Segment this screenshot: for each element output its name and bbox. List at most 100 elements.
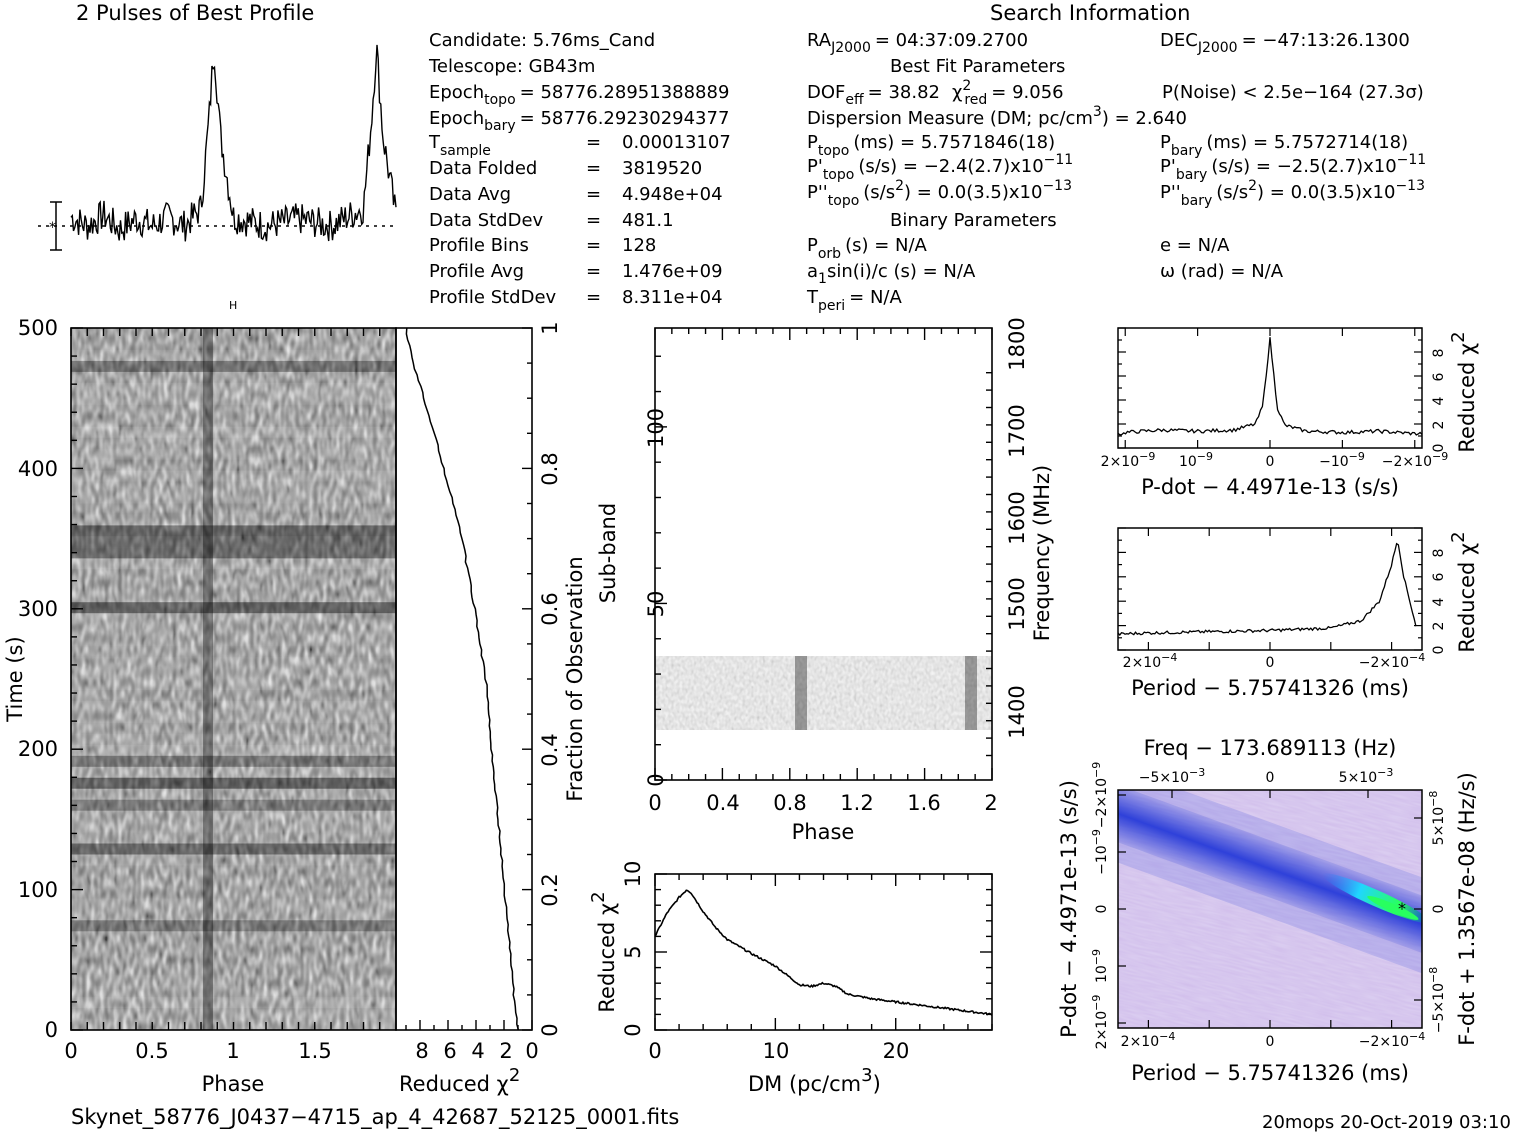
time-phase-row xyxy=(71,876,396,887)
svg-text:a1sin(i)/c (s) = N/A: a1sin(i)/c (s) = N/A xyxy=(807,261,976,287)
telescope-line: Telescope: GB43m xyxy=(428,56,595,77)
time-phase-row xyxy=(71,580,396,591)
y-tick-label: 50 xyxy=(644,591,668,618)
dm-line-b: ) = 2.640 xyxy=(1102,108,1187,129)
time-phase-row xyxy=(71,602,396,614)
x-tick-label: 0 xyxy=(64,1039,77,1063)
time-phase-row xyxy=(71,843,396,855)
p-topo-value: (ms) = 5.7571846(18) xyxy=(853,132,1055,153)
time-phase-row xyxy=(71,558,396,570)
x-tick-label: 2×10−4 xyxy=(1123,651,1178,671)
x-tick-label: 10−9 xyxy=(1179,450,1213,470)
svg-text:Reduced χ2: Reduced χ2 xyxy=(588,891,619,1012)
x-tick-label: 2 xyxy=(499,1039,512,1063)
time-phase-row xyxy=(71,777,396,789)
period-axis-label: Period − 5.75741326 (ms) xyxy=(1131,676,1409,700)
p-noise-value: P(Noise) < 2.5e−164 (27.3σ) xyxy=(1162,82,1424,103)
time-phase-row xyxy=(71,349,396,361)
ecc-value: e = N/A xyxy=(1160,235,1230,256)
time-phase-row xyxy=(71,1008,396,1020)
y2-tick-label: 1600 xyxy=(1005,491,1029,544)
svg-text:Reduced χ2: Reduced χ2 xyxy=(399,1065,520,1096)
y-tick-label: 8 xyxy=(1431,349,1447,358)
y-tick-label: 0 xyxy=(538,1023,562,1036)
x-tick-label: 0.8 xyxy=(773,791,806,815)
timestamp: 20mops 20-Oct-2019 03:10 xyxy=(1262,1112,1511,1133)
time-phase-row xyxy=(71,975,396,987)
svg-text:Profile StdDev: Profile StdDev xyxy=(429,287,557,308)
x-tick-label: 1.2 xyxy=(840,791,873,815)
svg-text:DECJ2000= −47:13:26.1300: DECJ2000 = −47:13:26.1300 xyxy=(1160,30,1410,56)
x-tick-label: 0.4 xyxy=(706,791,739,815)
freq-axis-label: Frequency (MHz) xyxy=(1030,465,1054,641)
x-tick-label: 1.6 xyxy=(907,791,940,815)
period-chi2-plot: 2×10−4 0 −2×10−4 0 2 4 6 8 Reduced χ2 Pe… xyxy=(1117,527,1479,700)
time-phase-row xyxy=(71,547,396,559)
chi2-fraction-plot: 8 6 4 2 0 0 0.2 0.4 0.6 0.8 1 Fraction o… xyxy=(395,321,587,1096)
time-phase-row xyxy=(71,635,396,647)
x-tick-label: −10−9 xyxy=(1319,450,1365,470)
data-folded-value: 3819520 xyxy=(622,158,702,179)
time-phase-row xyxy=(71,700,396,712)
p-orb-value: (s) = N/A xyxy=(845,235,927,256)
svg-text:Ptopo(ms) = 5.7571846(18): Ptopo (ms) = 5.7571846(18) xyxy=(807,132,1055,159)
svg-text:Pbary(ms) = 5.7572714(18): Pbary (ms) = 5.7572714(18) xyxy=(1160,132,1408,159)
best-fit-title: Best Fit Parameters xyxy=(890,56,1065,77)
pdot-chi2-line xyxy=(1117,337,1423,436)
time-phase-row xyxy=(71,416,396,427)
y-tick-label: 6 xyxy=(1431,572,1447,581)
time-phase-row xyxy=(71,942,396,953)
x-tick-label: 0 xyxy=(648,791,661,815)
y-tick-label: 4 xyxy=(1431,597,1447,606)
time-axis-label: Time (s) xyxy=(3,636,27,722)
y-tick-label: 0 xyxy=(1094,905,1110,914)
dm-chi2-line xyxy=(654,889,993,1016)
profile-stddev-value: 8.311e+04 xyxy=(622,287,723,308)
p-bary-value: (ms) = 5.7572714(18) xyxy=(1206,132,1408,153)
dm-axis-label: DM (pc/cm xyxy=(748,1072,861,1096)
time-phase-row xyxy=(71,613,396,625)
epoch-topo-value: = 58776.28951388889 xyxy=(520,82,730,103)
x-tick-label: −2×10−4 xyxy=(1359,1030,1425,1050)
p-pdot-plane: * 2×10−4 0 −2×10−4 −5×10−3 0 5×10−3 2×10… xyxy=(1057,736,1479,1085)
dm-line-a: Dispersion Measure (DM; pc/cm xyxy=(807,108,1093,129)
y-tick-label: 0.2 xyxy=(538,873,562,906)
time-phase-row xyxy=(71,591,396,603)
y-tick-label: 0 xyxy=(621,1023,645,1036)
time-phase-row xyxy=(71,755,396,767)
y-tick-label: 0.8 xyxy=(538,452,562,485)
y-tick-label: 0 xyxy=(1431,444,1447,453)
fit-info: RAJ2000 = 04:37:09.2700 DECJ2000 = −47:13:… xyxy=(806,30,1426,314)
y-tick-label: 0.6 xyxy=(538,592,562,625)
pdot-axis-label: P-dot − 4.4971e-13 (s/s) xyxy=(1141,475,1399,499)
svg-text:=: = xyxy=(586,210,601,231)
svg-text:=: = xyxy=(586,132,601,153)
svg-text:*: * xyxy=(49,220,56,236)
svg-text:Reduced χ2: Reduced χ2 xyxy=(1448,531,1479,652)
time-phase-row xyxy=(71,448,396,460)
time-phase-row xyxy=(71,964,396,975)
ra-value: = 04:37:09.2700 xyxy=(875,30,1028,51)
x-tick-label: −2×10−9 xyxy=(1382,450,1448,470)
x-tick-label: 10 xyxy=(763,1039,790,1063)
candidate-info: Candidate: 5.76ms_Cand Telescope: GB43m … xyxy=(428,30,731,308)
y-tick-label: 300 xyxy=(18,597,58,621)
svg-text:Data Avg: Data Avg xyxy=(429,184,511,205)
period-chi2-line xyxy=(1117,542,1417,637)
omega-value: ω (rad) = N/A xyxy=(1160,261,1284,282)
y2-tick-label: 1500 xyxy=(1005,577,1029,630)
x-tick-label: −2×10−4 xyxy=(1359,651,1425,671)
time-phase-row xyxy=(71,470,396,482)
a1-value: sin(i)/c (s) = N/A xyxy=(827,261,976,282)
time-phase-row xyxy=(71,437,396,449)
period-axis-label-2: Period − 5.75741326 (ms) xyxy=(1131,1061,1409,1085)
dof-value: = 38.82 xyxy=(868,82,940,103)
y-tick-label: −2×10−9 xyxy=(1090,762,1110,828)
candidate-line: Candidate: 5.76ms_Cand xyxy=(429,30,655,51)
time-phase-row xyxy=(71,788,396,800)
time-phase-row xyxy=(71,536,396,548)
x-tick-label: 1.5 xyxy=(298,1039,331,1063)
time-phase-row xyxy=(71,723,396,734)
